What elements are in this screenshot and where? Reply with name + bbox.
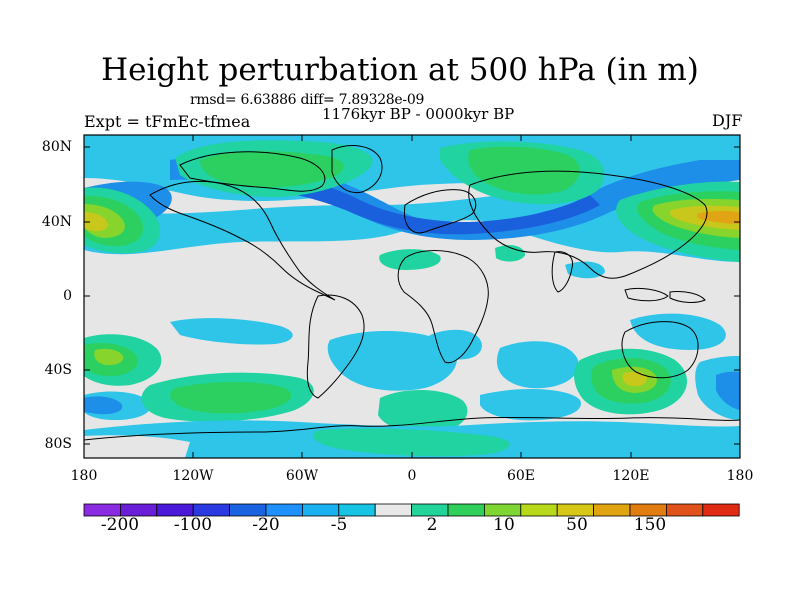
colorbar-label: 50 <box>566 515 588 535</box>
y-label-80s: 80S <box>44 436 72 452</box>
coastlines <box>84 145 740 441</box>
colorbar-label: -20 <box>252 515 280 535</box>
colorbar-label: 10 <box>493 515 515 535</box>
y-label-40s: 40S <box>44 362 72 378</box>
experiment-label: Expt = tFmEc-tfmea <box>84 112 251 131</box>
colorbar-swatch <box>702 503 740 517</box>
field-contours <box>84 135 740 458</box>
x-label-180-right: 180 <box>726 468 754 484</box>
y-label-80n: 80N <box>41 139 72 155</box>
x-label-120w: 120W <box>172 468 214 484</box>
colorbar-swatch <box>447 503 485 517</box>
colorbar-swatch <box>666 503 704 517</box>
plot-title: Height perturbation at 500 hPa (in m) <box>101 52 699 88</box>
x-label-120e: 120E <box>612 468 650 484</box>
colorbar-label: -5 <box>330 515 348 535</box>
colorbar-label: 150 <box>633 515 667 535</box>
y-label-40n: 40N <box>41 214 72 230</box>
x-label-60e: 60E <box>506 468 536 484</box>
x-label-0: 0 <box>407 468 417 484</box>
stats-line: rmsd= 6.63886 diff= 7.89328e-09 <box>190 92 425 108</box>
colorbar-swatch <box>374 503 413 517</box>
colorbar-label: -100 <box>173 515 213 535</box>
period-label: 1176kyr BP - 0000kyr BP <box>322 105 515 123</box>
x-label-180-left: 180 <box>70 468 98 484</box>
colorbar-label: -200 <box>100 515 140 535</box>
colorbar-swatch <box>593 503 631 517</box>
y-label-0: 0 <box>63 288 72 304</box>
colorbar <box>83 503 740 517</box>
axis-ticks <box>84 135 740 458</box>
colorbar-label: 2 <box>426 515 438 535</box>
season-label: DJF <box>712 111 743 130</box>
x-label-60w: 60W <box>285 468 319 484</box>
colorbar-swatch <box>520 503 558 517</box>
